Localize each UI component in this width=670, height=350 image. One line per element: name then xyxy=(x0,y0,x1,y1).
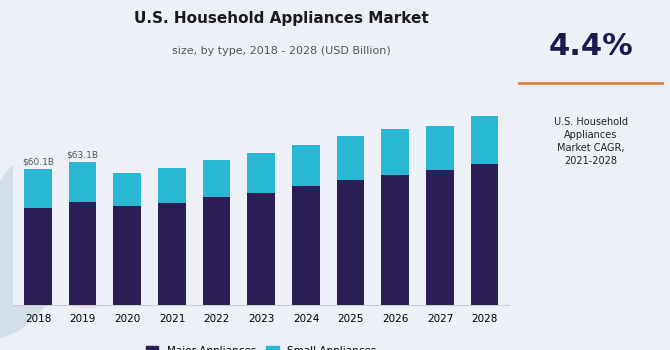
Bar xyxy=(381,175,409,304)
Bar xyxy=(247,193,275,304)
Bar xyxy=(203,197,230,304)
Bar xyxy=(69,202,96,304)
Bar xyxy=(69,162,96,202)
Text: 4.4%: 4.4% xyxy=(549,33,633,61)
Bar xyxy=(471,163,498,304)
Bar xyxy=(426,126,454,170)
Bar xyxy=(426,170,454,304)
Text: $60.1B: $60.1B xyxy=(22,158,54,167)
Bar xyxy=(247,153,275,193)
Bar xyxy=(337,136,364,181)
Bar xyxy=(381,128,409,175)
Text: U.S. Household
Appliances
Market CAGR,
2021-2028: U.S. Household Appliances Market CAGR, 2… xyxy=(554,117,628,166)
Bar xyxy=(113,206,141,304)
Bar xyxy=(24,208,52,304)
Bar xyxy=(203,160,230,197)
Bar xyxy=(113,173,141,206)
Text: U.S. Household Appliances Market: U.S. Household Appliances Market xyxy=(134,10,429,26)
Legend: Major Appliances, Small Appliances: Major Appliances, Small Appliances xyxy=(142,342,381,350)
Bar xyxy=(158,168,186,203)
Bar xyxy=(24,169,52,208)
Ellipse shape xyxy=(13,126,161,308)
Text: size, by type, 2018 - 2028 (USD Billion): size, by type, 2018 - 2028 (USD Billion) xyxy=(172,46,391,56)
Bar xyxy=(292,186,320,304)
Bar xyxy=(337,181,364,304)
Text: $63.1B: $63.1B xyxy=(66,151,98,160)
Bar xyxy=(471,116,498,163)
Bar xyxy=(292,146,320,186)
Ellipse shape xyxy=(0,138,90,338)
Bar xyxy=(158,203,186,304)
